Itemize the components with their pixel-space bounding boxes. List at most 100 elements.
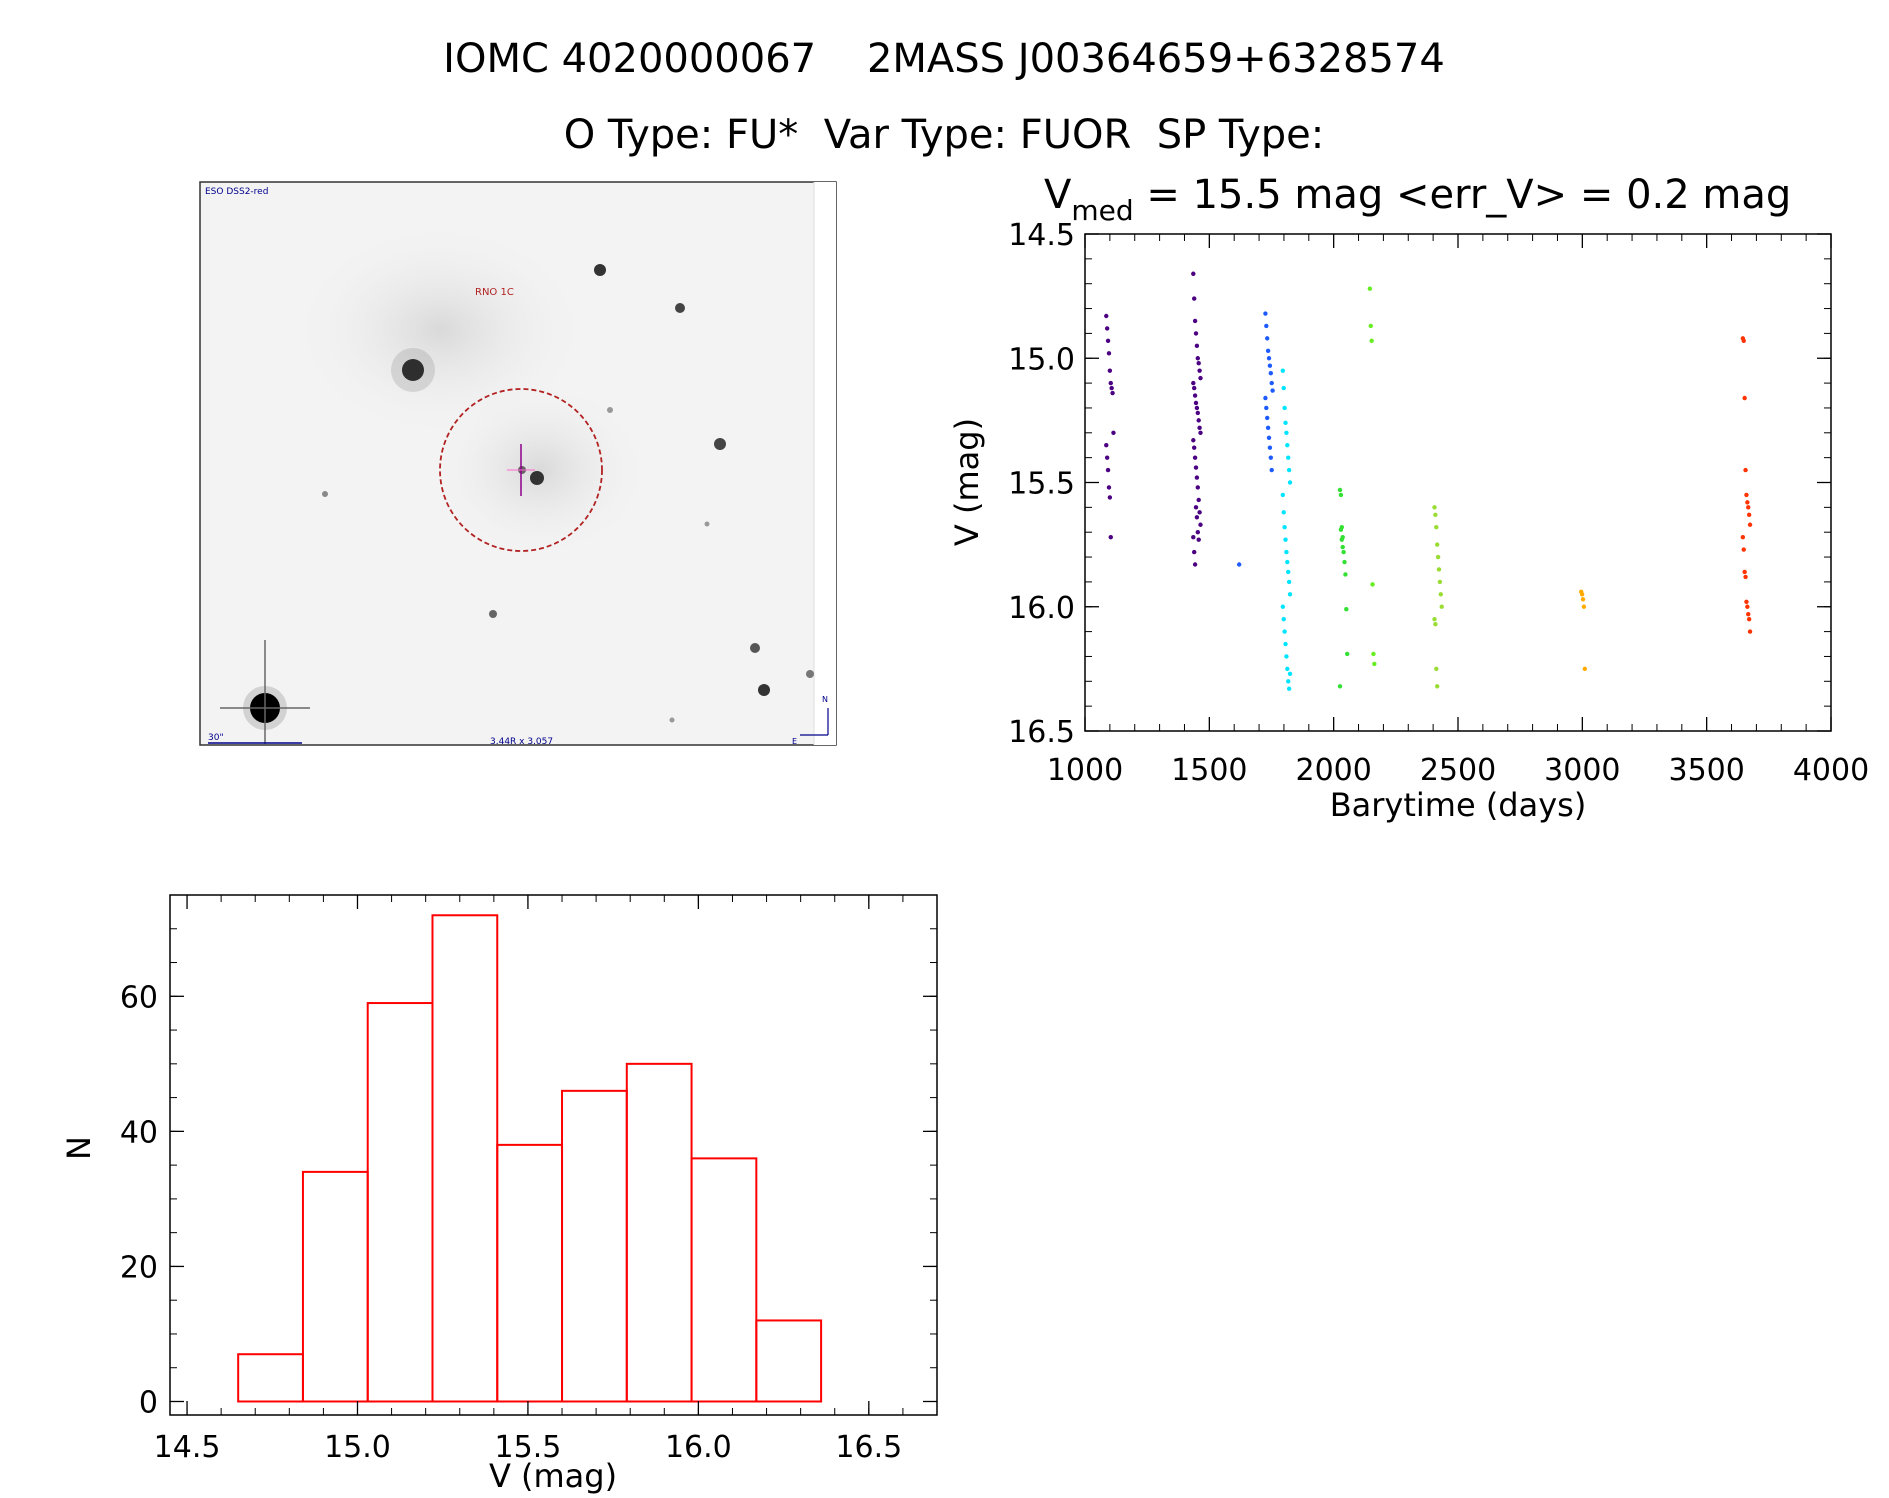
light-curve-point (1196, 537, 1201, 542)
light-curve-point (1746, 612, 1751, 617)
light-curve-point (1372, 661, 1377, 667)
light-curve-point (1368, 323, 1373, 329)
light-curve-point (1195, 356, 1201, 361)
histogram-x-tick-label: 15.5 (495, 1430, 562, 1465)
light-curve-point (1280, 368, 1286, 373)
light-curve-point (1434, 525, 1439, 530)
light-curve-point (1192, 393, 1198, 398)
light-curve-point (1371, 651, 1376, 657)
light-curve-title-rest: = 15.5 mag <err_V> = 0.2 mag (1134, 172, 1792, 218)
histogram-y-tick-label: 60 (120, 980, 158, 1015)
light-curve-point (1194, 515, 1200, 520)
light-curve-point (1104, 443, 1109, 448)
light-curve-x-tick-label: 4000 (1793, 753, 1869, 788)
light-curve-point (1435, 554, 1441, 560)
light-curve-point (1338, 492, 1344, 498)
light-curve-point (1747, 629, 1753, 634)
light-curve-point (1195, 530, 1201, 535)
light-curve-point (1286, 569, 1291, 575)
light-curve-point (1287, 592, 1293, 597)
histogram-x-tick-labels: 14.5 15.0 15.5 16.0 16.5 (154, 1430, 903, 1465)
light-curve-point (1104, 326, 1110, 331)
light-curve-point (1193, 505, 1199, 510)
light-curve-point (1439, 604, 1444, 609)
light-curve-point (1192, 562, 1198, 567)
light-curve-point (1337, 487, 1343, 493)
light-curve-y-tick-label: 15.0 (1008, 342, 1075, 377)
light-curve-points (1104, 271, 1753, 691)
light-curve-point (1192, 385, 1197, 391)
light-curve-x-tick-label: 2500 (1420, 753, 1496, 788)
light-curve-point (1743, 467, 1748, 473)
light-curve-point (1266, 356, 1272, 361)
light-curve-point (1267, 445, 1273, 450)
histogram-bar (561, 1089, 628, 1403)
histogram-bar (755, 1319, 823, 1403)
light-curve-point (1198, 430, 1203, 435)
light-curve-point (1197, 368, 1202, 373)
light-curve-point (1434, 666, 1439, 672)
light-curve-point (1282, 405, 1287, 411)
histogram-bars (237, 914, 823, 1403)
light-curve-point (1110, 390, 1115, 396)
light-curve-point (1197, 425, 1202, 431)
light-curve-point (1108, 534, 1113, 540)
light-curve-chart: Vmed = 15.5 mag <err_V> = 0.2 mag 1000 15… (948, 172, 1869, 824)
light-curve-point (1284, 549, 1289, 555)
star (489, 610, 497, 618)
light-curve-point (1744, 492, 1749, 498)
light-curve-y-tick-label: 15.5 (1008, 467, 1075, 502)
star (704, 521, 710, 527)
light-curve-x-tick-label: 3000 (1544, 753, 1620, 788)
light-curve-point (1283, 641, 1288, 647)
histogram-bar (237, 1353, 304, 1403)
light-curve-point (1265, 336, 1270, 341)
light-curve-point (1280, 492, 1286, 498)
light-curve-point (1105, 467, 1111, 473)
light-curve-point (1285, 559, 1290, 565)
histogram-x-tick-label: 16.0 (665, 1430, 732, 1465)
light-curve-point (1284, 654, 1289, 659)
figure-title-line2: O Type: FU* Var Type: FUOR SP Type: (564, 112, 1325, 158)
light-curve-point (1104, 313, 1109, 319)
histogram-y-label: N (60, 1136, 98, 1160)
light-curve-point (1282, 525, 1287, 530)
target-circle (439, 388, 603, 552)
light-curve-point (1745, 604, 1750, 609)
light-curve-point (1281, 510, 1286, 515)
light-curve-point (1236, 562, 1242, 567)
light-curve-point (1370, 582, 1375, 587)
light-curve-point (1436, 567, 1442, 572)
light-curve-point (1281, 616, 1286, 622)
light-curve-point (1341, 549, 1346, 555)
light-curve-point (1286, 686, 1292, 691)
star (669, 717, 675, 723)
light-curve-point (1192, 445, 1197, 450)
histogram-bar (690, 1157, 758, 1403)
light-curve-point (1197, 510, 1202, 515)
finder-north-label: N (822, 695, 828, 704)
light-curve-point (1107, 368, 1113, 373)
light-curve-ticks (1084, 233, 1832, 732)
light-curve-point (1111, 430, 1116, 435)
light-curve-x-tick-label: 2000 (1295, 753, 1371, 788)
star (806, 670, 814, 678)
histogram-ticks (170, 895, 937, 1415)
histogram-bar (431, 914, 499, 1403)
light-curve-point (1433, 512, 1438, 518)
light-curve-point (1432, 616, 1437, 622)
light-curve-point (1269, 380, 1274, 386)
light-curve-point (1192, 455, 1198, 460)
star (714, 438, 726, 450)
light-curve-point (1746, 616, 1752, 622)
histogram-bar (625, 1062, 693, 1403)
nebula-glow-2 (430, 380, 650, 560)
light-curve-point (1747, 522, 1753, 527)
star (607, 407, 613, 413)
light-curve-point (1108, 380, 1113, 386)
histogram-bar (496, 1143, 564, 1403)
light-curve-point (1194, 475, 1200, 480)
star (750, 643, 760, 653)
light-curve-point (1106, 351, 1112, 356)
